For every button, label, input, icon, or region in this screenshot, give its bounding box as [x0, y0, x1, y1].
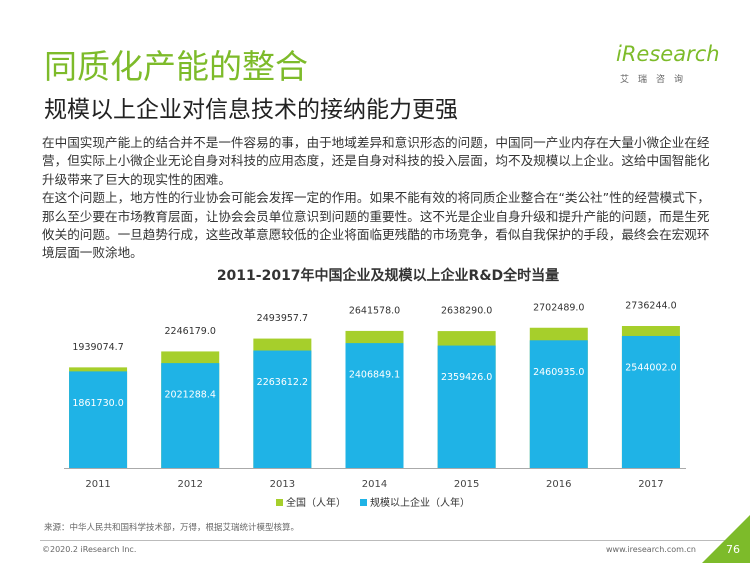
data-label: 1861730.0	[72, 398, 123, 409]
data-label: 2263612.2	[257, 377, 308, 388]
url: www.iresearch.com.cn	[606, 545, 696, 554]
data-label: 2021288.4	[165, 390, 216, 401]
copyright: ©2020.2 iResearch Inc.	[42, 545, 137, 554]
page-number: 76	[726, 543, 740, 556]
slide-subtitle: 规模以上企业对信息技术的接纳能力更强	[44, 97, 458, 123]
paragraph: 在这个问题上，地方性的行业协会可能会发挥一定的作用。如果不能有效的将同质企业整合…	[42, 190, 710, 261]
x-tick-label: 2011	[85, 479, 110, 490]
bar	[437, 345, 496, 468]
legend-label: 规模以上企业（人年）	[370, 496, 470, 509]
data-label: 2544002.0	[625, 362, 676, 373]
data-label: 2460935.0	[533, 367, 584, 378]
data-label: 1939074.7	[72, 342, 123, 353]
paragraph: 在中国实现产能上的结合并不是一件容易的事，由于地域差异和意识形态的问题，中国同一…	[42, 135, 710, 187]
x-tick-label: 2013	[270, 479, 295, 490]
footer-rule	[40, 540, 730, 541]
x-tick-label: 2017	[638, 479, 663, 490]
logo: iResearch	[616, 42, 720, 66]
x-tick-label: 2014	[362, 479, 387, 490]
data-label: 2246179.0	[165, 326, 216, 337]
bar	[345, 343, 404, 468]
data-label: 2641578.0	[349, 305, 400, 316]
source: 来源：中华人民共和国科学技术部，万得，根据艾瑞统计模型核算。	[44, 523, 300, 533]
slide-title: 同质化产能的整合	[44, 47, 308, 86]
data-label: 2359426.0	[441, 372, 492, 383]
data-label: 2406849.1	[349, 370, 400, 381]
data-label: 2638290.0	[441, 306, 492, 317]
bar	[69, 371, 128, 468]
chart-title: 2011-2017年中国企业及规模以上企业R&D全时当量	[217, 267, 559, 284]
legend-swatch	[360, 499, 367, 506]
legend-label: 全国（人年）	[286, 496, 346, 509]
x-tick-label: 2015	[454, 479, 479, 490]
logo-tagline: 艾瑞咨询	[620, 75, 693, 85]
bar	[253, 350, 312, 468]
bar	[529, 340, 588, 468]
bar	[621, 335, 680, 468]
data-label: 2736244.0	[625, 301, 676, 312]
body-text: 在中国实现产能上的结合并不是一件容易的事，由于地域差异和意识形态的问题，中国同一…	[42, 134, 718, 263]
legend-swatch	[276, 499, 283, 506]
data-label: 2702489.0	[533, 302, 584, 313]
x-tick-label: 2016	[546, 479, 571, 490]
bar	[161, 363, 220, 468]
data-label: 2493957.7	[257, 313, 308, 324]
x-tick-label: 2012	[177, 479, 202, 490]
